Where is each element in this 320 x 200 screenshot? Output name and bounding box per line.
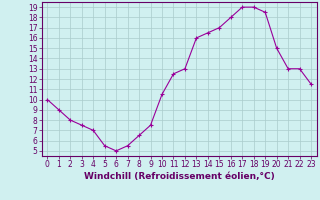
X-axis label: Windchill (Refroidissement éolien,°C): Windchill (Refroidissement éolien,°C) [84,172,275,181]
